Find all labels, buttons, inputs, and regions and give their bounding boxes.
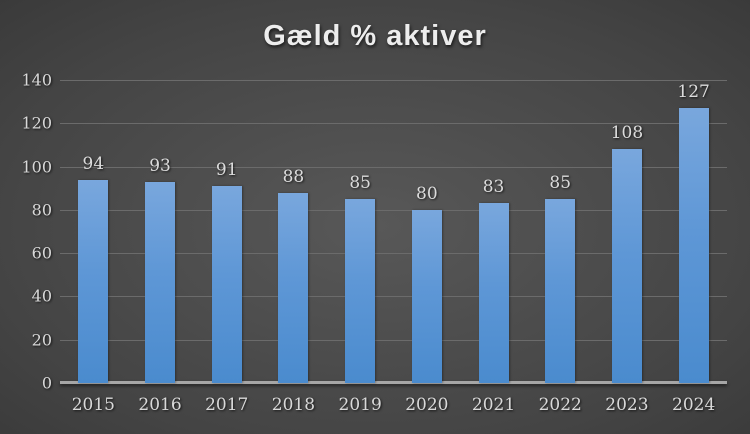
bar-2018 <box>278 192 309 383</box>
bar-2020 <box>411 209 442 383</box>
data-label-2017: 91 <box>215 160 238 181</box>
bar-2024 <box>678 108 709 383</box>
data-label-2020: 80 <box>416 183 438 204</box>
y-axis-tick-label: 0 <box>41 373 52 393</box>
gridline-y-140 <box>60 80 727 81</box>
data-label-2021: 83 <box>482 177 505 198</box>
data-label-2016: 93 <box>149 155 171 176</box>
data-label-2018: 88 <box>282 166 305 187</box>
data-label-2024: 127 <box>677 82 710 103</box>
gridline-y-60 <box>60 253 727 255</box>
plot-area <box>60 80 727 384</box>
bar-2017 <box>211 186 242 383</box>
bar-2019 <box>345 199 376 383</box>
x-axis-tick-label-2015: 2015 <box>71 395 115 415</box>
gridline-y-80 <box>60 209 727 211</box>
gridline-y-120 <box>60 123 727 125</box>
x-axis-tick-label-2019: 2019 <box>338 395 382 415</box>
bar-2023 <box>611 149 642 383</box>
y-axis-tick-label: 80 <box>31 200 52 220</box>
x-axis-tick-label-2024: 2024 <box>672 395 716 415</box>
bar-2021 <box>478 203 509 383</box>
data-label-2019: 85 <box>349 173 371 194</box>
bar-2016 <box>145 181 176 383</box>
x-axis-tick-label-2023: 2023 <box>605 395 649 415</box>
chart-title: Gæld % aktiver <box>263 20 487 52</box>
x-axis-tick-label-2021: 2021 <box>471 395 516 415</box>
gridline-y-40 <box>60 296 727 298</box>
x-axis-tick-label-2016: 2016 <box>138 395 182 415</box>
bar-2022 <box>545 199 576 383</box>
data-label-2015: 94 <box>82 153 105 174</box>
data-label-2022: 85 <box>549 173 572 194</box>
y-axis-tick-label: 40 <box>31 286 52 306</box>
x-axis-tick-label-2020: 2020 <box>405 395 449 415</box>
y-axis-tick-label: 20 <box>31 330 52 350</box>
gridline-y-20 <box>60 339 727 341</box>
y-axis-tick-label: 120 <box>21 113 52 133</box>
x-axis-tick-label-2017: 2017 <box>205 395 249 415</box>
bar-2015 <box>78 179 109 383</box>
y-axis-tick-label: 140 <box>21 70 52 90</box>
x-axis-line <box>60 381 727 384</box>
x-axis-tick-label-2022: 2022 <box>538 395 582 415</box>
y-axis-tick-label: 100 <box>21 157 52 177</box>
gridline-y-100 <box>60 166 727 168</box>
x-axis-tick-label-2018: 2018 <box>271 395 316 415</box>
y-axis-tick-label: 60 <box>31 243 52 263</box>
data-label-2023: 108 <box>610 123 644 144</box>
